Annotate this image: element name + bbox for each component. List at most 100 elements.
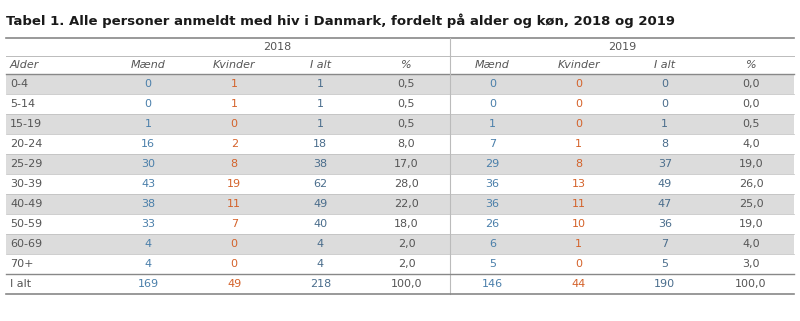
Text: 13: 13 [572,179,586,189]
Text: 11: 11 [572,199,586,209]
Text: Tabel 1. Alle personer anmeldt med hiv i Danmark, fordelt på alder og køn, 2018 : Tabel 1. Alle personer anmeldt med hiv i… [6,13,675,28]
Text: 1: 1 [575,139,582,149]
Text: 19: 19 [227,179,242,189]
Text: 2,0: 2,0 [398,239,415,249]
Text: 4: 4 [317,259,324,269]
Text: 100,0: 100,0 [735,279,766,289]
Text: Kvinder: Kvinder [213,60,255,70]
Text: 4,0: 4,0 [742,139,760,149]
Text: 0,0: 0,0 [742,79,760,89]
Text: 8: 8 [662,139,668,149]
Text: 0,5: 0,5 [742,119,760,129]
Text: 0-4: 0-4 [10,79,28,89]
Text: 169: 169 [138,279,158,289]
Text: 43: 43 [141,179,155,189]
Text: 218: 218 [310,279,331,289]
Text: 22,0: 22,0 [394,199,419,209]
Text: 100,0: 100,0 [390,279,422,289]
FancyBboxPatch shape [6,74,794,94]
Text: 190: 190 [654,279,675,289]
Text: 1: 1 [317,119,324,129]
Text: 7: 7 [230,219,238,229]
Text: 40: 40 [314,219,327,229]
Text: 33: 33 [141,219,155,229]
Text: 47: 47 [658,199,672,209]
Text: 1: 1 [575,239,582,249]
Text: 1: 1 [230,99,238,109]
Text: 20-24: 20-24 [10,139,42,149]
Text: 0,0: 0,0 [742,99,760,109]
Text: 30: 30 [141,159,155,169]
Text: 70+: 70+ [10,259,34,269]
Text: 5: 5 [662,259,668,269]
Text: Mænd: Mænd [475,60,510,70]
Text: 0: 0 [575,79,582,89]
Text: 1: 1 [317,79,324,89]
Text: 15-19: 15-19 [10,119,42,129]
Text: I alt: I alt [654,60,675,70]
FancyBboxPatch shape [6,214,794,234]
Text: 19,0: 19,0 [738,219,763,229]
Text: 25-29: 25-29 [10,159,42,169]
Text: 8,0: 8,0 [398,139,415,149]
Text: 49: 49 [227,279,242,289]
Text: 1: 1 [317,99,324,109]
Text: 0: 0 [145,79,151,89]
Text: 1: 1 [145,119,151,129]
Text: 0: 0 [489,79,496,89]
Text: Mænd: Mænd [130,60,166,70]
Text: Alder: Alder [10,60,39,70]
Text: 29: 29 [486,159,500,169]
Text: 0: 0 [230,239,238,249]
Text: 18,0: 18,0 [394,219,418,229]
Text: 36: 36 [658,219,672,229]
Text: 25,0: 25,0 [738,199,763,209]
Text: 36: 36 [486,199,499,209]
Text: 62: 62 [314,179,327,189]
Text: 1: 1 [489,119,496,129]
Text: 0: 0 [230,259,238,269]
Text: 6: 6 [489,239,496,249]
Text: 0: 0 [489,99,496,109]
Text: 44: 44 [571,279,586,289]
Text: 4: 4 [317,239,324,249]
FancyBboxPatch shape [6,254,794,274]
Text: 1: 1 [230,79,238,89]
FancyBboxPatch shape [6,174,794,194]
Text: 26: 26 [486,219,500,229]
Text: Kvinder: Kvinder [558,60,600,70]
Text: I alt: I alt [10,279,31,289]
Text: 146: 146 [482,279,503,289]
Text: 5-14: 5-14 [10,99,35,109]
Text: 40-49: 40-49 [10,199,42,209]
FancyBboxPatch shape [6,154,794,174]
Text: 0: 0 [575,119,582,129]
Text: 26,0: 26,0 [738,179,763,189]
Text: 10: 10 [572,219,586,229]
Text: 8: 8 [575,159,582,169]
Text: 0,5: 0,5 [398,79,415,89]
Text: 37: 37 [658,159,672,169]
Text: 0: 0 [662,99,668,109]
FancyBboxPatch shape [6,94,794,114]
Text: 17,0: 17,0 [394,159,418,169]
Text: 2018: 2018 [263,42,291,52]
FancyBboxPatch shape [6,114,794,134]
Text: 49: 49 [314,199,327,209]
Text: 18: 18 [314,139,327,149]
Text: 38: 38 [141,199,155,209]
FancyBboxPatch shape [6,134,794,154]
Text: 1: 1 [662,119,668,129]
Text: 4,0: 4,0 [742,239,760,249]
Text: 50-59: 50-59 [10,219,42,229]
Text: 2,0: 2,0 [398,259,415,269]
Text: 5: 5 [489,259,496,269]
Text: 8: 8 [230,159,238,169]
Text: 28,0: 28,0 [394,179,419,189]
Text: 38: 38 [314,159,327,169]
Text: 3,0: 3,0 [742,259,760,269]
Text: 30-39: 30-39 [10,179,42,189]
FancyBboxPatch shape [6,234,794,254]
Text: 7: 7 [489,139,496,149]
Text: 7: 7 [662,239,668,249]
